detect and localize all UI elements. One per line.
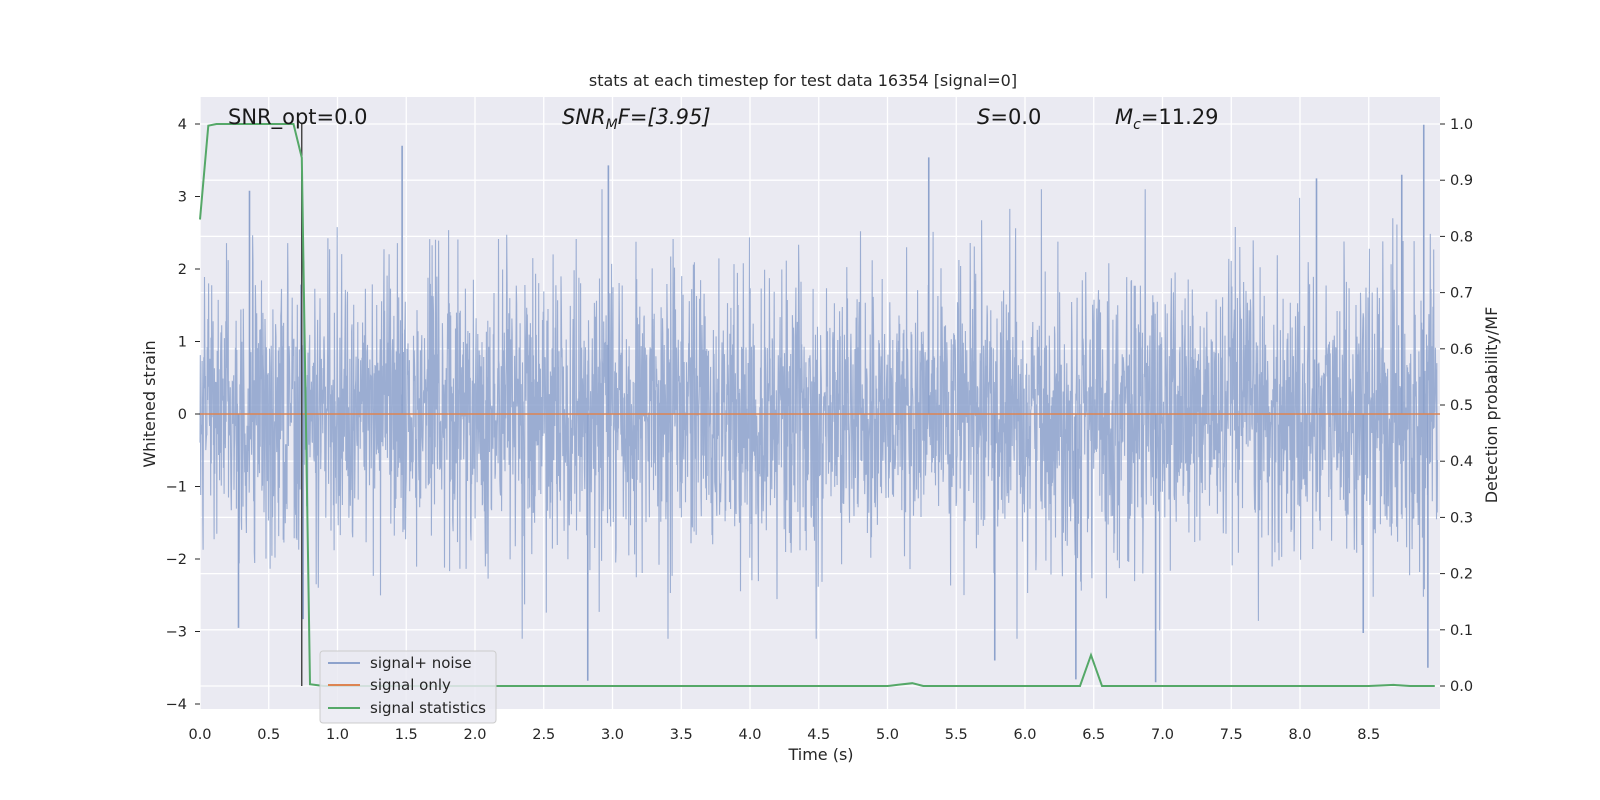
- x-tick-label: 4.0: [738, 727, 761, 743]
- y-axis-label: Whitened strain: [140, 340, 159, 467]
- annotation-s: S=0.0: [977, 105, 1041, 129]
- right-y-axis-ticks: 1.0 0.9 0.8 0.7 0.6 0.5 0.4 0.3 0.2 0.1 0.0: [1440, 117, 1473, 695]
- x-tick-label: 8.0: [1288, 727, 1311, 743]
- y2-tick-label: 0.9: [1450, 173, 1473, 189]
- y-tick-label: −3: [166, 625, 187, 641]
- y-tick-label: 4: [178, 117, 187, 133]
- legend-label-noise: signal+ noise: [370, 654, 472, 672]
- annotation-snr-mf-base: SNR: [562, 105, 606, 129]
- x-tick-label: 6.5: [1082, 727, 1105, 743]
- x-tick-label: 4.5: [807, 727, 830, 743]
- y-tick-label: −4: [166, 697, 187, 713]
- annotation-snr-opt: SNR_opt=0.0: [228, 105, 368, 130]
- y-tick-label: −2: [166, 552, 187, 568]
- annotation-s-value: =0.0: [990, 105, 1041, 129]
- annotation-snr-mf-rest: F=[3.95]: [618, 105, 711, 129]
- annotation-mc-base: M: [1115, 105, 1133, 129]
- y-tick-label: 1: [178, 335, 187, 351]
- x-tick-label: 2.5: [532, 727, 555, 743]
- x-tick-label: 0.5: [257, 727, 280, 743]
- x-tick-label: 5.0: [876, 727, 899, 743]
- series-signal-plus-noise: [199, 189, 1439, 639]
- y2-tick-label: 0.0: [1450, 679, 1473, 695]
- annotation-mc-value: =11.29: [1141, 105, 1219, 129]
- y2-tick-label: 1.0: [1450, 117, 1473, 133]
- x-tick-label: 1.5: [395, 727, 418, 743]
- y2-tick-label: 0.2: [1450, 567, 1473, 583]
- y2-tick-label: 0.1: [1450, 623, 1473, 639]
- x-tick-label: 0.0: [188, 727, 211, 743]
- annotation-mc-sub: c: [1133, 117, 1141, 133]
- y-tick-label: −1: [166, 480, 187, 496]
- x-tick-label: 7.0: [1151, 727, 1174, 743]
- annotation-mc: Mc=11.29: [1115, 105, 1219, 133]
- x-tick-label: 3.5: [670, 727, 693, 743]
- x-tick-label: 7.5: [1220, 727, 1243, 743]
- annotation-snr-mf-sub: M: [606, 117, 618, 133]
- legend: signal+ noise signal only signal statist…: [319, 650, 497, 724]
- y2-axis-label: Detection probability/MF: [1482, 307, 1501, 504]
- legend-label-statistics: signal statistics: [370, 699, 486, 717]
- y2-tick-label: 0.6: [1450, 342, 1473, 358]
- y-tick-label: 3: [178, 190, 187, 206]
- y-tick-label: 2: [178, 262, 187, 278]
- y-tick-label: 0: [178, 407, 187, 423]
- x-tick-label: 6.0: [1013, 727, 1036, 743]
- x-tick-label: 1.0: [326, 727, 349, 743]
- y2-tick-label: 0.8: [1450, 229, 1473, 245]
- x-axis-label: Time (s): [787, 745, 853, 764]
- y2-tick-label: 0.4: [1450, 454, 1473, 470]
- annotation-s-symbol: S: [977, 105, 990, 129]
- y2-tick-label: 0.7: [1450, 286, 1473, 302]
- x-tick-label: 8.5: [1357, 727, 1380, 743]
- x-tick-label: 3.0: [601, 727, 624, 743]
- legend-box: [319, 650, 497, 724]
- noise-spikes: [237, 124, 1429, 683]
- x-tick-label: 2.0: [463, 727, 486, 743]
- annotation-snr-mf: SNRMF=[3.95]: [562, 105, 711, 133]
- x-tick-label: 5.5: [945, 727, 968, 743]
- series-signal-statistics: [199, 123, 1435, 687]
- left-y-axis-ticks: 4 3 2 1 0 −1 −2 −3 −4: [166, 117, 200, 713]
- y2-tick-label: 0.5: [1450, 398, 1473, 414]
- chart-title: stats at each timestep for test data 163…: [589, 71, 1017, 90]
- noise-trace: [199, 189, 1439, 639]
- legend-label-signal-only: signal only: [370, 676, 451, 694]
- y2-tick-label: 0.3: [1450, 510, 1473, 526]
- x-axis-ticks: 0.0 0.5 1.0 1.5 2.0 2.5 3.0 3.5 4.0 4.5 5.0 5.5 6.0 6…: [188, 727, 1380, 743]
